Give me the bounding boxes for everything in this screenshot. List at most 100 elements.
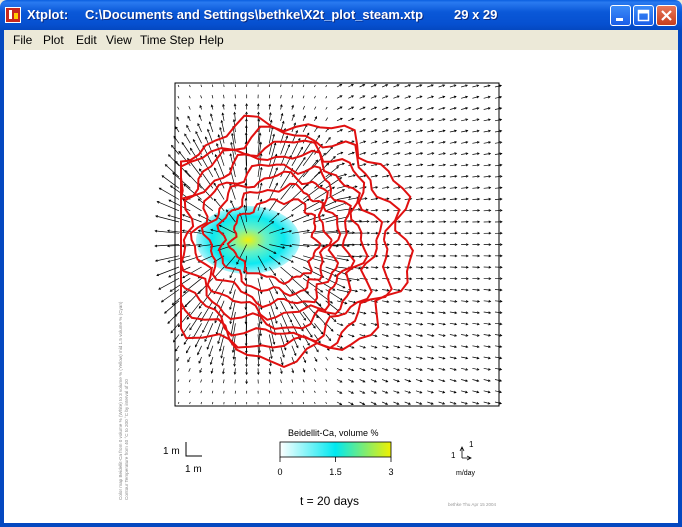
velocity-vector <box>427 107 434 110</box>
velocity-vector-head <box>420 300 424 303</box>
velocity-vector <box>198 356 202 364</box>
velocity-vector-head <box>499 141 503 144</box>
velocity-vector <box>438 107 445 110</box>
velocity-vector <box>449 379 457 382</box>
velocity-vector-head <box>488 334 492 337</box>
menu-plot[interactable]: Plot <box>43 33 64 47</box>
velocity-vector-head <box>210 370 214 374</box>
velocity-vector <box>382 300 389 303</box>
velocity-vector-head <box>183 183 186 187</box>
velocity-vector <box>336 106 343 110</box>
velocity-vector-head <box>453 106 457 110</box>
velocity-vector-head <box>488 299 492 303</box>
velocity-vector <box>393 379 400 382</box>
velocity-vector-head <box>420 231 424 235</box>
menu-help[interactable]: Help <box>199 33 224 47</box>
velocity-vector <box>427 390 434 394</box>
velocity-vector-head <box>351 334 355 338</box>
velocity-vector <box>393 367 400 371</box>
menu-file[interactable]: File <box>13 33 33 47</box>
velocity-vector-head <box>477 288 481 292</box>
velocity-vector <box>183 278 202 294</box>
velocity-vector <box>370 379 377 383</box>
velocity-vector <box>415 84 422 88</box>
velocity-vector <box>257 255 267 271</box>
velocity-vector-head <box>431 322 435 326</box>
velocity-vector <box>336 379 343 383</box>
velocity-vector <box>167 244 191 247</box>
velocity-vector-head <box>387 231 390 235</box>
velocity-vector <box>393 95 400 99</box>
plot-area: Color map Beidellit-Ca from 0 volume % (… <box>4 50 678 523</box>
minimize-button[interactable] <box>610 5 631 26</box>
velocity-vector-head <box>298 337 301 341</box>
velocity-vector-head <box>364 197 368 200</box>
velocity-vector <box>291 255 310 263</box>
menu-time-step[interactable]: Time Step <box>140 33 195 47</box>
velocity-vector <box>348 367 354 371</box>
window-app-name: Xtplot: <box>27 7 69 22</box>
velocity-vector <box>415 152 423 155</box>
velocity-vector-head <box>269 363 272 367</box>
velocity-vector-head <box>499 84 503 88</box>
velocity-vector-head <box>366 220 370 223</box>
velocity-vector <box>197 123 202 133</box>
maximize-button[interactable] <box>633 5 654 26</box>
velocity-vector-head <box>336 166 339 169</box>
velocity-vector-head <box>442 379 446 383</box>
velocity-vector <box>427 289 435 291</box>
velocity-vector <box>370 322 378 326</box>
velocity-vector-head <box>476 379 480 382</box>
velocity-vector-head <box>340 129 343 132</box>
velocity-vector-head <box>167 259 171 263</box>
velocity-vector-head <box>442 345 446 349</box>
velocity-vector <box>268 143 276 166</box>
velocity-vector <box>472 356 479 359</box>
close-button[interactable] <box>656 5 677 26</box>
velocity-vector-head <box>229 307 232 311</box>
velocity-vector-head <box>397 118 401 121</box>
maximize-icon <box>637 9 650 22</box>
velocity-vector-head <box>477 300 481 303</box>
velocity-vector <box>302 390 305 394</box>
velocity-vector-head <box>476 401 480 405</box>
velocity-vector <box>483 345 491 348</box>
xtplot-app-icon[interactable] <box>5 7 21 23</box>
velocity-vector-head <box>244 132 248 136</box>
velocity-vector-head <box>385 106 389 110</box>
velocity-vector-head <box>499 390 502 394</box>
velocity-vector-head <box>487 107 491 110</box>
velocity-vector-head <box>443 231 447 235</box>
velocity-vector <box>382 322 389 326</box>
velocity-vector-head <box>465 163 469 167</box>
velocity-vector <box>472 118 479 122</box>
velocity-vector-head <box>306 275 310 279</box>
velocity-vector <box>393 322 400 326</box>
velocity-vector-head <box>342 285 346 289</box>
velocity-vector-head <box>419 118 423 121</box>
velocity-vector <box>177 106 180 110</box>
menu-view[interactable]: View <box>106 33 132 47</box>
velocity-vector-head <box>351 151 355 155</box>
velocity-vector-head <box>443 243 447 246</box>
velocity-vector-head <box>181 244 185 248</box>
velocity-vector <box>280 345 285 358</box>
velocity-vector-head <box>208 121 212 125</box>
velocity-vector-head <box>465 197 469 201</box>
velocity-vector <box>269 213 280 223</box>
velocity-vector <box>472 334 480 337</box>
velocity-vector <box>208 345 214 357</box>
velocity-vector <box>280 278 294 294</box>
velocity-vector <box>200 379 202 383</box>
velocity-vector <box>461 96 468 99</box>
velocity-vector-head <box>499 322 503 326</box>
velocity-vector <box>211 84 214 88</box>
menu-edit[interactable]: Edit <box>76 33 97 47</box>
velocity-vector-head <box>351 346 355 349</box>
velocity-vector <box>415 334 423 337</box>
velocity-vector-head <box>374 95 377 98</box>
velocity-vector-head <box>290 306 294 310</box>
velocity-vector <box>404 209 412 212</box>
velocity-vector-head <box>374 379 377 383</box>
velocity-vector-head <box>289 154 292 158</box>
